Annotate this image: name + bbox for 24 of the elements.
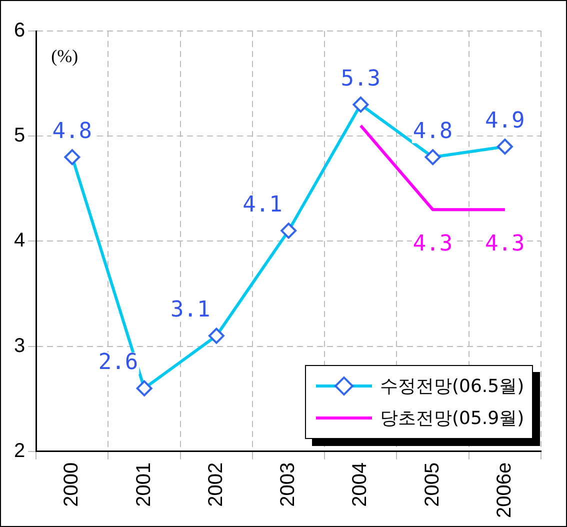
x-tick-label: 2001 bbox=[132, 462, 155, 507]
y-tick-label: 3 bbox=[14, 334, 26, 357]
y-tick-label: 2 bbox=[14, 440, 26, 462]
data-label: 4.8 bbox=[412, 118, 453, 144]
x-tick-label: 2004 bbox=[349, 462, 372, 507]
data-label: 4.8 bbox=[52, 118, 92, 144]
legend-label: 수정전망(06.5월) bbox=[380, 375, 524, 398]
y-tick-label: 6 bbox=[14, 20, 26, 42]
y-tick-label: 5 bbox=[14, 124, 26, 147]
y-tick-label: 4 bbox=[14, 230, 26, 252]
annotation: (%) bbox=[51, 46, 78, 67]
x-tick-label: 2006e bbox=[493, 462, 516, 518]
x-tick-label: 2005 bbox=[421, 462, 444, 507]
x-tick-label: 2003 bbox=[277, 462, 300, 507]
data-label: 4.3 bbox=[412, 231, 453, 256]
data-label: 4.3 bbox=[485, 231, 525, 256]
data-label: 4.9 bbox=[485, 108, 525, 134]
data-label: 5.3 bbox=[340, 66, 381, 92]
data-label: 3.1 bbox=[170, 298, 210, 322]
x-tick-label: 2002 bbox=[204, 462, 227, 507]
x-tick-label: 2000 bbox=[60, 462, 83, 507]
data-label: 4.1 bbox=[242, 192, 282, 218]
data-label: 2.6 bbox=[98, 350, 138, 376]
legend-label: 당초전망(05.9월) bbox=[380, 407, 524, 430]
